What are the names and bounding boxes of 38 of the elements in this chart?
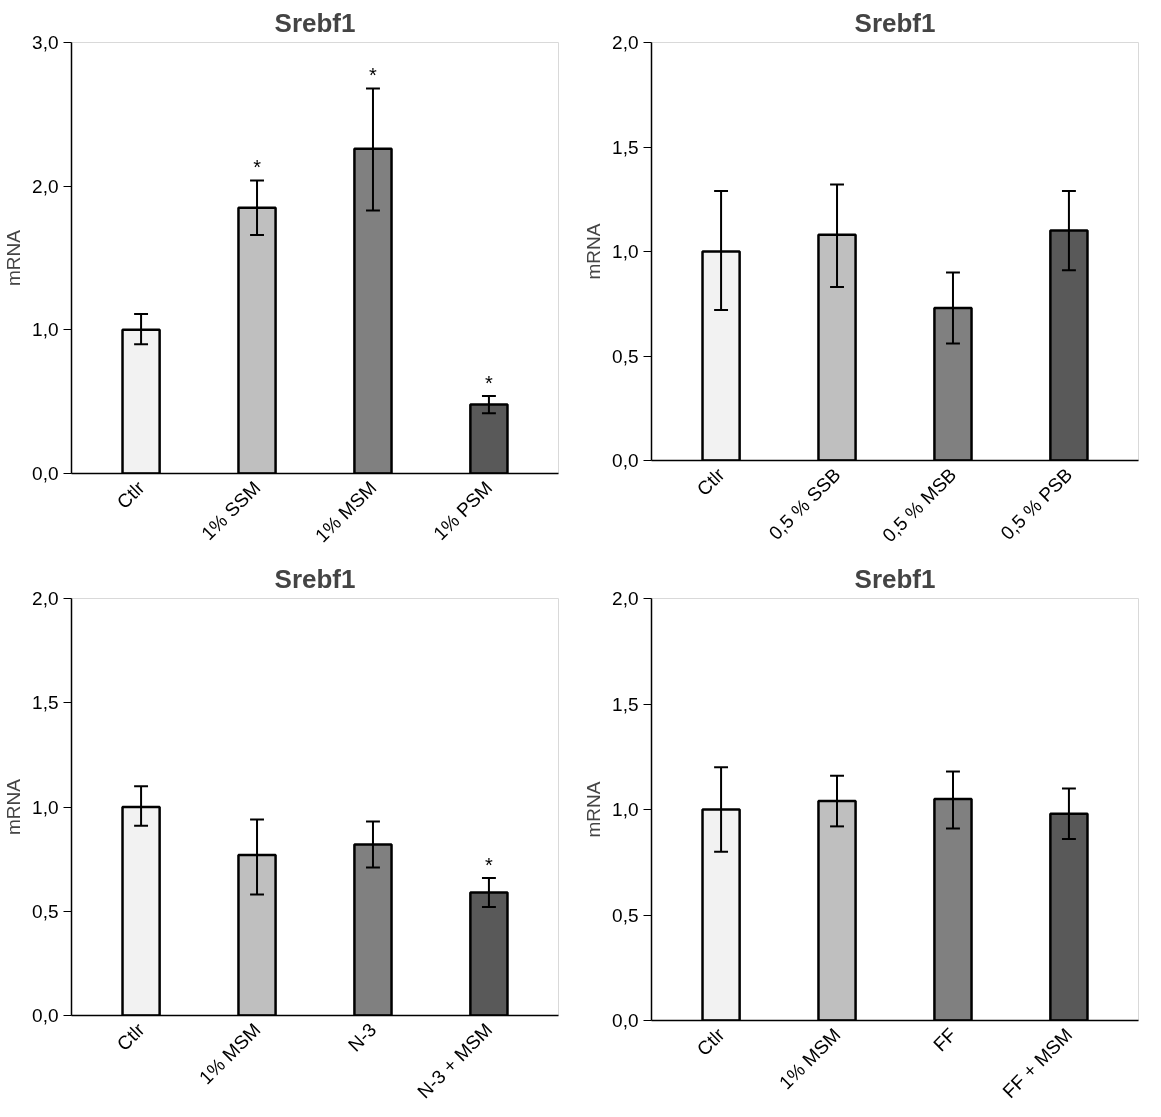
y-tick-label: 1,5 [32, 692, 59, 714]
y-tick-label: 1,5 [612, 136, 639, 158]
x-tick-label: FF [929, 1024, 961, 1056]
y-tick-label: 1,0 [612, 799, 639, 820]
chart-title: Srebf1 [274, 7, 356, 38]
x-tick-label: 0,5 % SSB [764, 464, 845, 544]
annotation: * [253, 156, 262, 179]
y-tick-label: 3,0 [32, 32, 59, 53]
x-tick-label: N-3 [343, 1019, 381, 1056]
y-axis-title: mRNA [3, 778, 25, 835]
y-axis-title: mRNA [583, 781, 605, 838]
x-tick-label: Ctlr [692, 463, 729, 500]
chart-title: Srebf1 [854, 7, 936, 38]
annotation: * [485, 853, 494, 876]
annotation: * [369, 64, 378, 87]
y-tick-label: 2,0 [32, 588, 59, 609]
y-tick-label: 0,0 [32, 463, 59, 484]
y-tick-label: 2,0 [612, 588, 639, 609]
x-tick-label: Ctlr [112, 1018, 149, 1055]
y-axis-title: mRNA [3, 229, 25, 286]
x-tick-label: Ctlr [112, 476, 149, 513]
chart-title: Srebf1 [854, 563, 936, 594]
y-tick-label: 0,0 [612, 450, 639, 471]
x-tick-label: Ctlr [692, 1023, 729, 1060]
y-tick-label: 0,5 [612, 345, 639, 367]
y-tick-label: 0,0 [612, 1010, 639, 1031]
y-tick-label: 1,0 [612, 241, 639, 262]
y-tick-label: 2,0 [612, 32, 639, 53]
y-tick-label: 2,0 [32, 175, 59, 197]
y-tick-label: 0,5 [612, 904, 639, 926]
y-tick-label: 0,0 [32, 1005, 59, 1026]
annotation: * [485, 371, 494, 394]
y-tick-label: 1,0 [32, 796, 59, 818]
y-tick-label: 1,0 [32, 319, 59, 341]
chart-title: Srebf1 [274, 563, 356, 594]
y-tick-label: 1,5 [612, 693, 639, 715]
y-tick-label: 0,5 [32, 900, 59, 922]
y-axis-title: mRNA [583, 223, 605, 280]
